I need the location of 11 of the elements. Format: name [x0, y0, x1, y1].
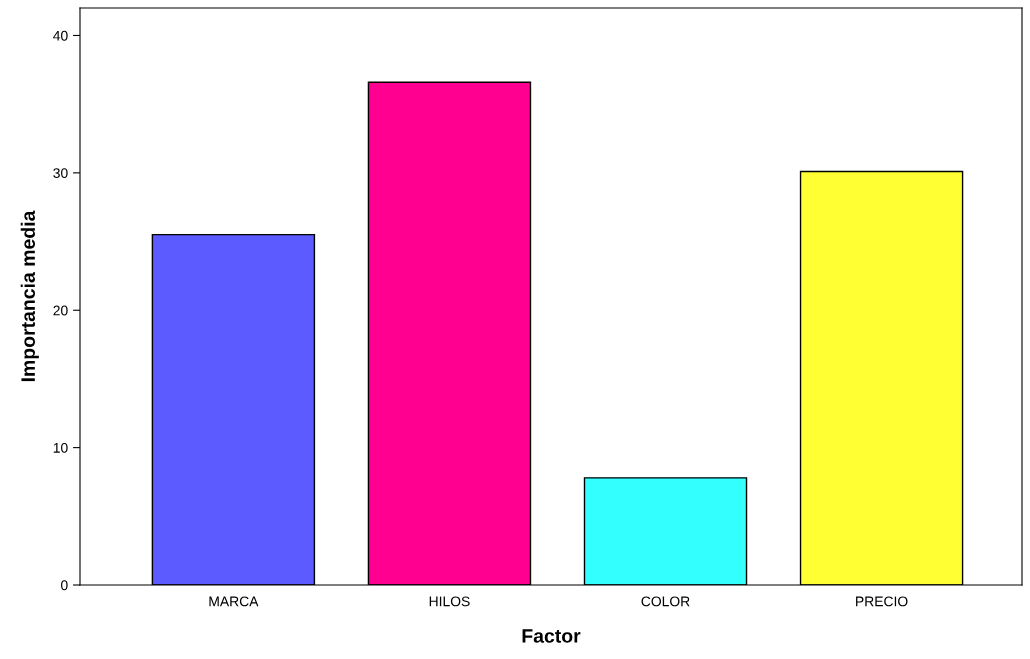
y-tick-label: 0	[61, 580, 68, 591]
x-axis-title: Factor	[522, 629, 581, 643]
x-tick-label: MARCA	[209, 596, 259, 607]
x-tick-label: PRECIO	[856, 596, 908, 607]
x-tick-label: HILOS	[429, 596, 470, 607]
y-tick-label: 30	[53, 168, 68, 179]
y-tick-label: 20	[53, 305, 68, 316]
x-tick-label: COLOR	[641, 596, 690, 607]
y-axis-title: Importancia media	[20, 210, 39, 382]
y-tick-label: 10	[53, 442, 68, 453]
y-tick-label: 40	[53, 30, 68, 41]
